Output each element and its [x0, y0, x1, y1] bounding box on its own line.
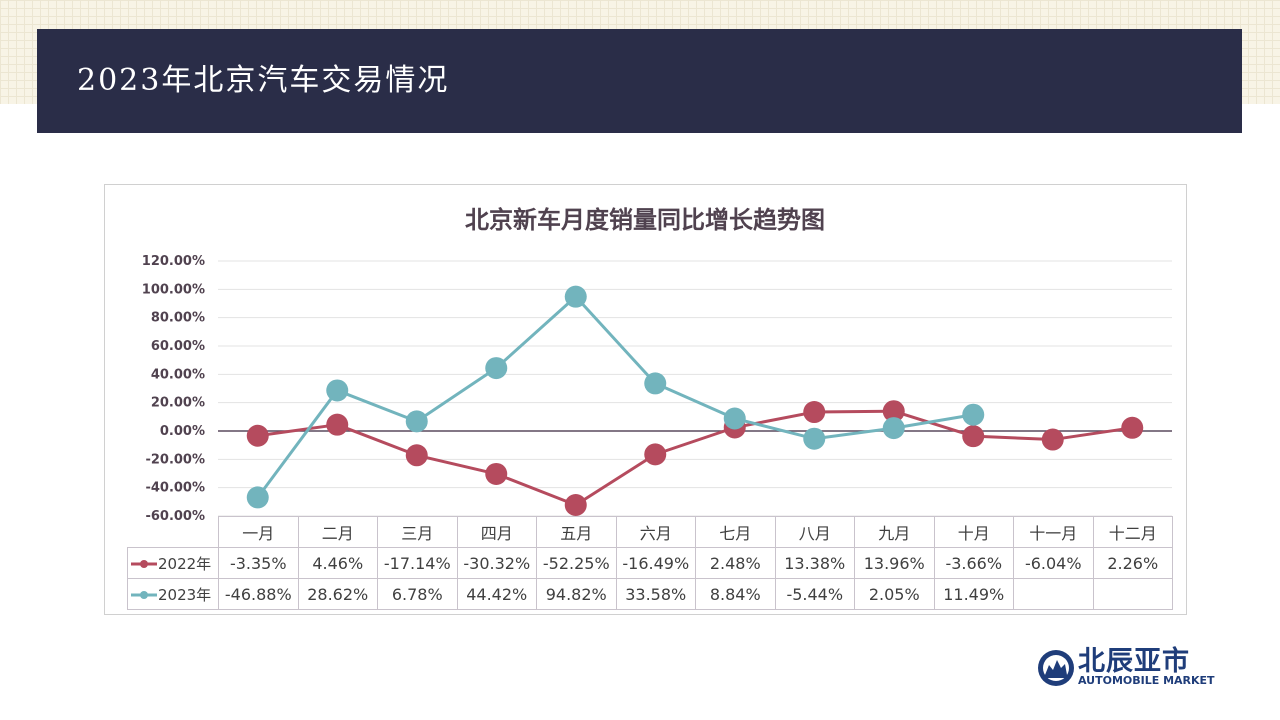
- data-label: 33.58%: [615, 578, 696, 610]
- data-point-1-2: [405, 410, 428, 433]
- data-point-1-0: [246, 486, 269, 509]
- x-tick-label: 十二月: [1092, 516, 1173, 548]
- series-line-0: [257, 409, 1133, 507]
- y-tick-label: 0.00%: [160, 424, 205, 439]
- data-point-0-10: [1041, 428, 1064, 451]
- y-tick-label: -60.00%: [145, 509, 205, 524]
- data-label: -5.44%: [774, 578, 855, 610]
- data-label: -3.35%: [218, 547, 299, 579]
- data-point-0-11: [1121, 416, 1144, 439]
- y-tick-label: 60.00%: [151, 339, 205, 354]
- data-label: 2.26%: [1092, 547, 1173, 579]
- x-tick-label: 八月: [774, 516, 855, 548]
- data-point-1-9: [962, 403, 985, 426]
- data-label: [1092, 578, 1173, 610]
- y-tick-label: -40.00%: [145, 481, 205, 496]
- data-label: -46.88%: [218, 578, 299, 610]
- data-label: 2.05%: [854, 578, 935, 610]
- y-tick-label: 40.00%: [151, 367, 205, 382]
- x-tick-label: 四月: [456, 516, 537, 548]
- data-point-0-7: [803, 401, 826, 424]
- data-label: 4.46%: [297, 547, 378, 579]
- data-label: 28.62%: [297, 578, 378, 610]
- data-label: -52.25%: [536, 547, 617, 579]
- brand-logo: 北辰亚市 AUTOMOBILE MARKET: [1036, 646, 1216, 690]
- table-row: 2022年 -3.35% 4.46% -17.14% -30.32% -52.25% -16…: [127, 547, 1173, 579]
- data-point-1-8: [882, 417, 905, 440]
- x-tick-label: 七月: [695, 516, 776, 548]
- series-line-1: [256, 295, 974, 499]
- data-point-1-5: [644, 372, 667, 395]
- legend-entry: 2022年: [127, 547, 219, 579]
- data-point-0-8: [882, 400, 905, 423]
- legend-marker-icon: [131, 560, 157, 568]
- data-label: 6.78%: [377, 578, 458, 610]
- brand-name-cn: 北辰亚市: [1078, 646, 1190, 677]
- data-point-0-3: [485, 462, 508, 485]
- legend-label: 2023年: [158, 585, 212, 604]
- x-tick-label: 二月: [297, 516, 378, 548]
- x-tick-label: 六月: [615, 516, 696, 548]
- data-point-1-1: [326, 379, 349, 402]
- data-point-1-7: [803, 427, 826, 450]
- x-tick-label: 十一月: [1013, 516, 1094, 548]
- brand-name-en: AUTOMOBILE MARKET: [1078, 674, 1215, 687]
- data-point-1-6: [723, 407, 746, 430]
- data-point-1-3: [485, 357, 508, 380]
- data-point-0-1: [326, 413, 349, 436]
- data-table: 一月 二月 三月 四月 五月 六月 七月 八月 九月 十月 十一月 十二月 2022年 -3.35% 4.4…: [127, 516, 1173, 610]
- table-header-row: 一月 二月 三月 四月 五月 六月 七月 八月 九月 十月 十一月 十二月: [128, 516, 1173, 548]
- x-tick-label: 十月: [933, 516, 1014, 548]
- data-point-1-4: [564, 285, 587, 308]
- x-tick-label: 五月: [536, 516, 617, 548]
- data-label: [1013, 578, 1094, 610]
- y-tick-label: 20.00%: [151, 396, 205, 411]
- x-tick-label: 三月: [377, 516, 458, 548]
- legend-entry: 2023年: [127, 578, 219, 610]
- x-tick-label: 一月: [218, 516, 299, 548]
- chart-title: 北京新车月度销量同比增长趋势图: [465, 206, 825, 234]
- data-point-0-2: [405, 444, 428, 467]
- data-label: 44.42%: [456, 578, 537, 610]
- data-label: -3.66%: [933, 547, 1014, 579]
- y-tick-label: 100.00%: [142, 282, 205, 297]
- y-tick-label: 80.00%: [151, 311, 205, 326]
- data-label: 13.38%: [774, 547, 855, 579]
- data-point-0-9: [962, 425, 985, 448]
- data-label: 2.48%: [695, 547, 776, 579]
- data-point-0-5: [644, 443, 667, 466]
- data-point-0-4: [564, 494, 587, 517]
- data-label: -16.49%: [615, 547, 696, 579]
- legend-label: 2022年: [158, 554, 212, 573]
- table-row: 2023年 -46.88% 28.62% 6.78% 44.42% 94.82% 33.58…: [127, 578, 1173, 610]
- y-tick-label: 120.00%: [142, 254, 205, 269]
- data-label: -6.04%: [1013, 547, 1094, 579]
- data-label: -17.14%: [377, 547, 458, 579]
- data-label: 8.84%: [695, 578, 776, 610]
- data-label: 94.82%: [536, 578, 617, 610]
- legend-marker-icon: [131, 591, 157, 599]
- header-bar: 2023年北京汽车交易情况: [37, 29, 1242, 133]
- y-tick-label: -20.00%: [145, 452, 205, 467]
- data-label: 11.49%: [933, 578, 1014, 610]
- brand-emblem-icon: [1038, 650, 1074, 686]
- page-title: 2023年北京汽车交易情况: [77, 63, 450, 98]
- data-point-0-0: [246, 424, 269, 447]
- x-tick-label: 九月: [854, 516, 935, 548]
- data-label: -30.32%: [456, 547, 537, 579]
- data-label: 13.96%: [854, 547, 935, 579]
- table-corner: [128, 517, 219, 548]
